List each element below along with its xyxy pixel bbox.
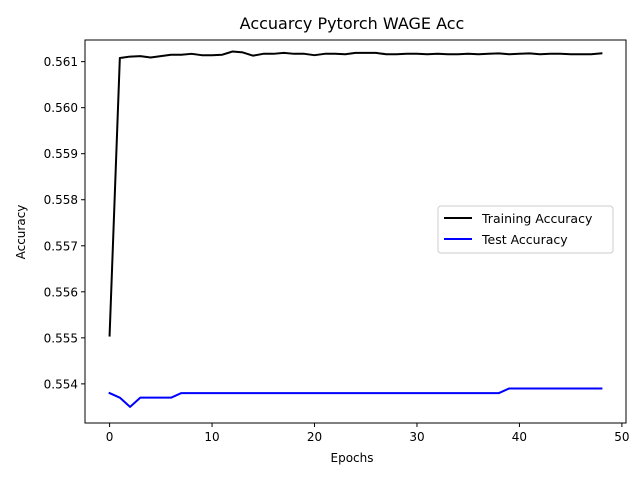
y-axis-label: Accuracy [14,205,28,260]
x-tick-label: 40 [512,430,527,444]
x-axis: 0 10 20 30 40 50 [106,423,630,444]
x-tick-label: 20 [307,430,322,444]
x-tick-label: 50 [614,430,629,444]
series-line-training [108,50,603,337]
legend: Training Accuracy Test Accuracy [437,205,614,254]
legend-box [437,205,614,254]
y-tick-label: 0.555 [44,331,78,345]
series-line-test [108,387,603,408]
plot-frame [84,39,627,424]
legend-label-test: Test Accuracy [481,232,568,247]
y-axis: 0.554 0.555 0.556 0.557 0.558 0.559 0.560 0.561 [44,55,85,391]
legend-label-training: Training Accuracy [481,211,593,226]
y-tick-label: 0.559 [44,147,78,161]
y-tick-label: 0.560 [44,101,78,115]
y-tick-label: 0.558 [44,193,78,207]
x-tick-label: 0 [106,430,114,444]
y-tick-label: 0.561 [44,55,78,69]
y-tick-label: 0.554 [44,377,78,391]
x-tick-label: 10 [204,430,219,444]
y-tick-label: 0.557 [44,239,78,253]
series-layer [108,50,603,408]
chart-title: Accuarcy Pytorch WAGE Acc [240,14,465,33]
x-axis-label: Epochs [331,451,374,465]
x-tick-label: 30 [409,430,424,444]
y-tick-label: 0.556 [44,285,78,299]
